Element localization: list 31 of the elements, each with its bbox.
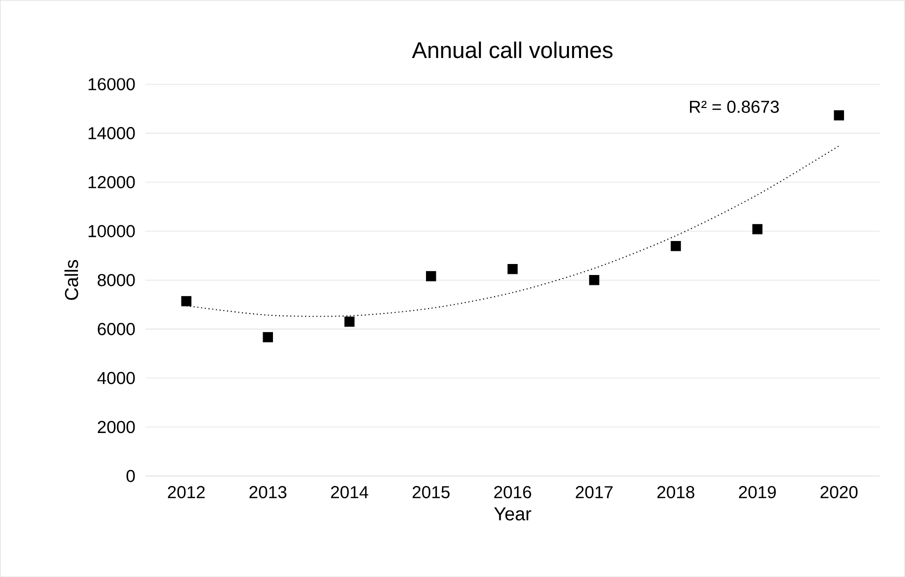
y-tick-label: 12000 bbox=[88, 176, 135, 188]
y-tick-label: 14000 bbox=[88, 126, 135, 140]
x-tick-label: 2012 bbox=[168, 486, 205, 498]
point bbox=[589, 274, 600, 286]
y-axis-title: Calls bbox=[64, 260, 78, 300]
x-tick-label: 2014 bbox=[331, 486, 368, 498]
point bbox=[181, 296, 192, 306]
point bbox=[752, 224, 762, 234]
point bbox=[426, 271, 436, 282]
y-tick-label: 8000 bbox=[98, 274, 135, 286]
point bbox=[262, 332, 273, 342]
x-tick-label: 2017 bbox=[576, 486, 613, 498]
x-tick-label: 2018 bbox=[657, 486, 694, 498]
point bbox=[670, 240, 681, 252]
y-tick-label: 16000 bbox=[88, 78, 135, 90]
x-tick-label: 2020 bbox=[820, 486, 858, 498]
y-tick-label: 2000 bbox=[98, 420, 135, 434]
y-tick-label: 6000 bbox=[98, 322, 135, 336]
x-tick-label: 2019 bbox=[738, 486, 776, 498]
x-tick-label: 2013 bbox=[250, 486, 286, 498]
point bbox=[834, 110, 844, 120]
x-axis-title: Year bbox=[494, 507, 532, 520]
point bbox=[508, 264, 518, 274]
annotation: R² = 0.8673 bbox=[690, 100, 779, 113]
point bbox=[344, 316, 355, 327]
chart-title: Annual call volumes bbox=[412, 41, 612, 58]
y-tick-label: 10000 bbox=[88, 224, 135, 238]
y-tick-label: 4000 bbox=[97, 372, 135, 384]
x-tick-label: 2016 bbox=[494, 486, 532, 498]
x-tick-label: 2015 bbox=[412, 486, 450, 498]
y-tick-label: 0 bbox=[126, 470, 135, 482]
